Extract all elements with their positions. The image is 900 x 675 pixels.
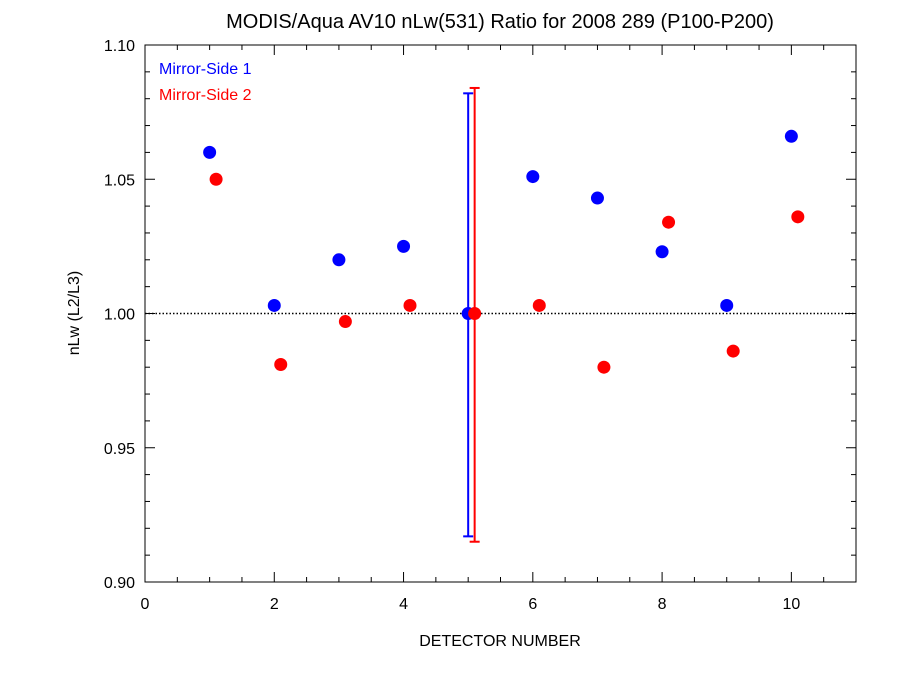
- legend-entry: Mirror-Side 1: [159, 61, 252, 78]
- y-tick-label: 0.95: [104, 441, 135, 458]
- chart-title: MODIS/Aqua AV10 nLw(531) Ratio for 2008 …: [226, 11, 774, 33]
- x-tick-label: 0: [141, 596, 150, 613]
- y-tick-label: 1.00: [104, 307, 135, 324]
- data-point: [209, 172, 223, 186]
- data-point: [332, 253, 346, 267]
- data-point: [655, 245, 669, 259]
- data-points: [203, 129, 805, 374]
- data-point: [403, 298, 417, 312]
- data-point: [720, 298, 734, 312]
- axis-ticks: 0 2 4 6 8 10 0.90 0.95 1.00 1.05 1.10: [104, 38, 857, 613]
- data-point: [338, 315, 352, 329]
- data-point: [726, 344, 740, 358]
- y-tick-label: 1.10: [104, 38, 135, 55]
- y-tick-label: 1.05: [104, 172, 135, 189]
- x-tick-label: 4: [399, 596, 408, 613]
- plot-frame: [144, 44, 857, 583]
- data-point: [526, 170, 540, 184]
- data-point: [662, 215, 676, 229]
- legend-entry: Mirror-Side 2: [159, 87, 252, 104]
- data-point: [203, 145, 217, 159]
- data-point: [397, 239, 411, 253]
- x-tick-label: 8: [658, 596, 667, 613]
- data-point: [267, 298, 281, 312]
- y-axis-label: nLw (L2/L3): [66, 271, 83, 356]
- data-point: [784, 129, 798, 143]
- x-tick-label: 10: [782, 596, 800, 613]
- data-point: [468, 307, 482, 320]
- data-point: [274, 358, 288, 372]
- legend: Mirror-Side 1 Mirror-Side 2: [159, 61, 252, 104]
- y-tick-label: 0.90: [104, 575, 135, 592]
- x-tick-label: 6: [528, 596, 537, 613]
- data-point: [791, 210, 805, 224]
- data-point: [597, 360, 611, 374]
- data-point: [590, 191, 604, 205]
- data-point: [532, 298, 546, 312]
- x-tick-label: 2: [270, 596, 279, 613]
- x-axis-label: DETECTOR NUMBER: [419, 633, 581, 650]
